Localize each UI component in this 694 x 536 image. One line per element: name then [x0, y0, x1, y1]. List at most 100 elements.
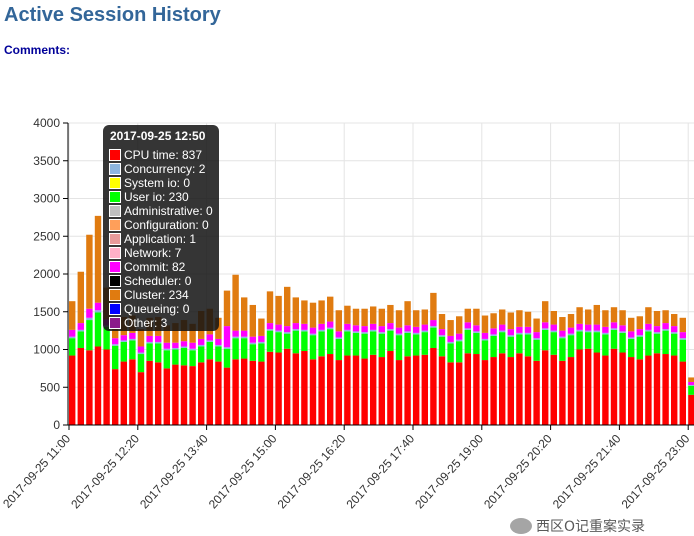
bar-segment-user-io [249, 344, 256, 361]
bar-segment-user-io [464, 329, 471, 354]
bar-segment-user-io [593, 332, 600, 353]
bar-segment-concurrency [593, 330, 600, 333]
bar-segment-user-io [318, 331, 325, 357]
bar-segment-user-io [473, 332, 480, 355]
bar-segment-user-io [344, 331, 351, 356]
bar-segment-user-io [155, 343, 162, 363]
bar-segment-commit [335, 331, 342, 338]
bar-segment-commit [438, 329, 446, 336]
bar-segment-concurrency [456, 339, 463, 342]
bar-segment-cluster [86, 234, 93, 309]
bar-segment-commit [688, 381, 694, 385]
bar-segment-cluster [662, 310, 669, 324]
bar-segment-cpu-time [404, 356, 411, 425]
bar-segment-cluster [309, 302, 317, 328]
bar-segment-cpu-time [249, 360, 256, 425]
legend-swatch [109, 247, 121, 259]
bar-segment-cluster [559, 317, 566, 331]
bar-segment-user-io [619, 332, 626, 353]
tooltip-row-cluster: Cluster: 234 [109, 288, 189, 302]
bar-segment-commit [653, 326, 661, 333]
bar-segment-user-io [215, 346, 222, 362]
chart-tooltip: 2017-09-25 12:50 CPU time: 837 Concurren… [103, 125, 219, 331]
legend-swatch [109, 177, 121, 189]
bar-segment-commit [387, 323, 394, 330]
bar-segment-commit [301, 323, 308, 330]
bar-segment-cluster [378, 308, 385, 327]
bar-segment-cluster [404, 301, 411, 326]
bar-segment-cluster [189, 323, 196, 343]
bar-segment-commit [533, 332, 540, 339]
bar-segment-cpu-time [395, 360, 403, 425]
bar-segment-commit [404, 325, 411, 332]
bar-segment-cluster [301, 300, 308, 324]
bar-segment-user-io [404, 332, 411, 357]
bar-segment-cpu-time [86, 350, 93, 425]
bar-segment-user-io [327, 329, 334, 355]
bar-segment-cluster [137, 329, 145, 347]
bar-segment-concurrency [688, 384, 694, 386]
bar-segment-commit [223, 326, 231, 348]
bar-segment-concurrency [232, 336, 239, 339]
bar-segment-commit [413, 326, 420, 333]
x-tick-label: 2017-09-25 15:00 [206, 431, 280, 511]
bar-segment-cpu-time [576, 349, 583, 425]
bar-segment-concurrency [327, 327, 334, 330]
bar-segment-concurrency [628, 337, 635, 339]
bar-segment-cluster [653, 310, 661, 327]
bar-segment-concurrency [120, 340, 127, 342]
tooltip-title: 2017-09-25 12:50 [110, 129, 206, 143]
bar-segment-user-io [198, 346, 205, 363]
bar-segment-user-io [542, 329, 549, 351]
bar-segment-commit [309, 327, 317, 334]
bar-segment-concurrency [206, 340, 213, 342]
bar-segment-commit [662, 323, 669, 330]
bar-segment-commit [610, 322, 618, 329]
bar-segment-concurrency [524, 332, 532, 335]
bar-segment-commit [628, 331, 635, 338]
bar-segment-cpu-time [275, 352, 282, 425]
bar-segment-user-io [533, 339, 540, 361]
bar-segment-concurrency [662, 329, 669, 331]
bar-segment-user-io [69, 338, 76, 356]
bar-segment-commit [155, 335, 162, 342]
bar-segment-user-io [499, 332, 506, 354]
bar-segment-concurrency [490, 334, 497, 336]
bar-segment-cpu-time [241, 358, 248, 425]
bar-segment-cpu-time [284, 348, 291, 425]
bar-segment-concurrency [395, 333, 403, 336]
bar-segment-concurrency [361, 332, 368, 334]
bar-segment-user-io [275, 332, 282, 353]
bar-segment-user-io [671, 333, 678, 356]
x-tick-label: 2017-09-25 21:40 [550, 431, 624, 511]
bar-segment-cluster [163, 325, 170, 343]
bar-segment-commit [232, 330, 239, 337]
bar-segment-cpu-time [301, 351, 308, 425]
bar-segment-user-io [301, 331, 308, 352]
bar-segment-cpu-time [112, 369, 119, 425]
bar-segment-concurrency [284, 332, 291, 334]
bar-segment-concurrency [223, 347, 231, 349]
bar-segment-cpu-time [567, 357, 575, 425]
bar-segment-user-io [636, 336, 643, 360]
bar-segment-cluster [567, 314, 575, 328]
bar-segment-concurrency [481, 338, 489, 341]
bar-segment-commit [378, 326, 385, 333]
bar-segment-commit [258, 335, 265, 342]
bar-segment-concurrency [610, 328, 618, 330]
bar-segment-cpu-time [387, 351, 394, 425]
bar-segment-commit [447, 335, 454, 342]
bar-segment-cluster [585, 309, 592, 325]
bar-segment-cpu-time [258, 361, 265, 425]
bar-segment-cluster [94, 215, 102, 303]
bar-segment-user-io [430, 327, 437, 348]
bar-segment-commit [189, 342, 196, 349]
bar-segment-cluster [636, 316, 643, 330]
x-tick-label: 2017-09-25 16:20 [275, 431, 349, 511]
bar-segment-concurrency [189, 348, 196, 351]
bar-segment-user-io [438, 336, 446, 357]
watermark: 西区O记重案实录 [510, 516, 645, 536]
bar-segment-cpu-time [344, 355, 351, 425]
bar-segment-user-io [585, 332, 592, 349]
bar-segment-cluster [645, 307, 652, 324]
